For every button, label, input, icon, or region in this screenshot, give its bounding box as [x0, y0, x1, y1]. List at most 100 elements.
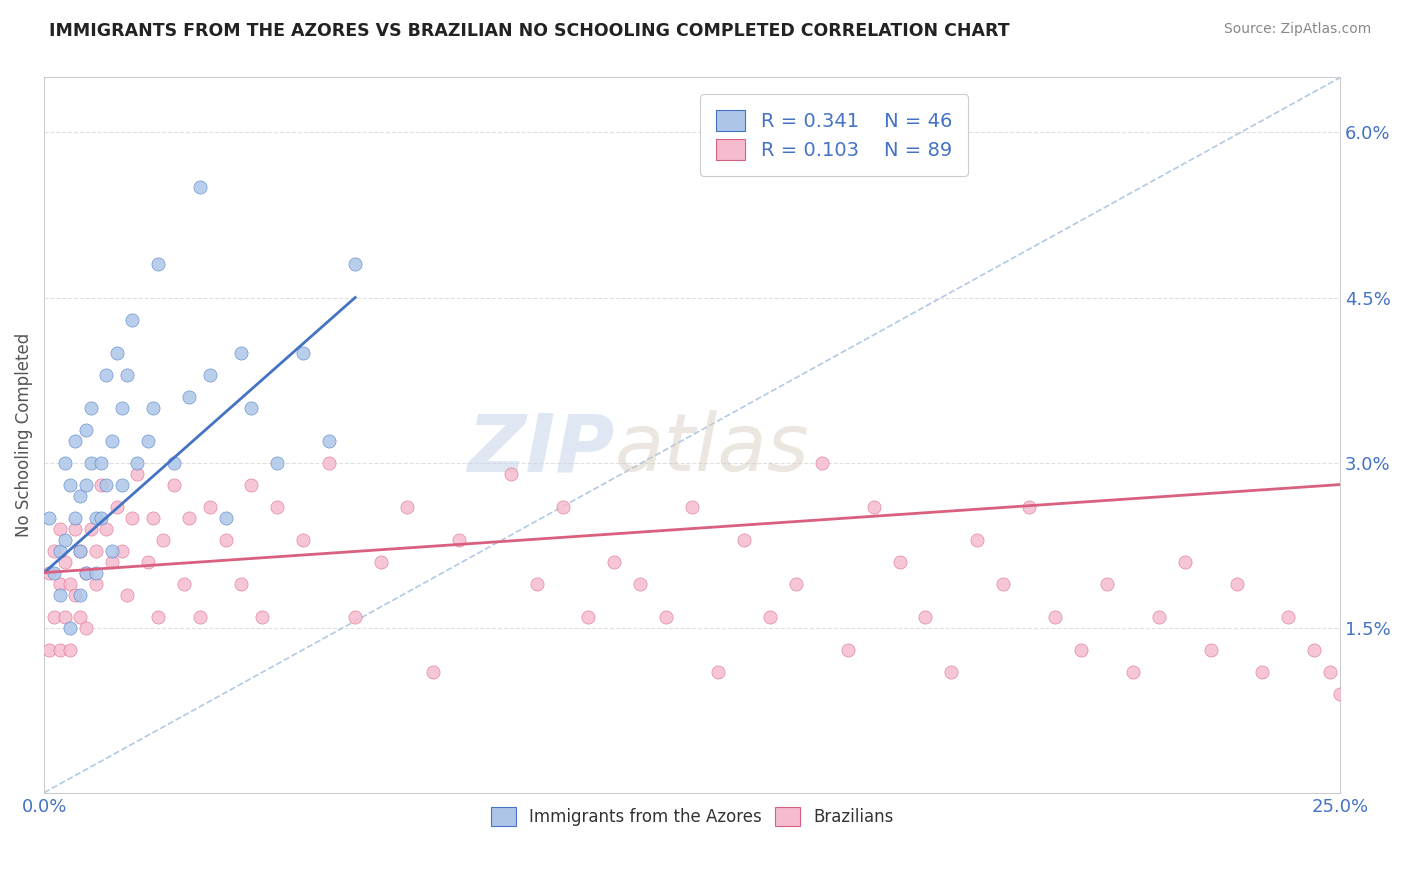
Point [69, 543, 91, 558]
Point [1391, 665, 1406, 679]
Point [214, 533, 236, 547]
Point [198, 500, 221, 514]
Text: Source: ZipAtlas.com: Source: ZipAtlas.com [1223, 22, 1371, 37]
Point [59, 621, 82, 635]
Point [136, 555, 159, 569]
Point [526, 576, 548, 591]
Point [628, 576, 651, 591]
Point [173, 576, 195, 591]
Point [84, 543, 107, 558]
Text: IMMIGRANTS FROM THE AZORES VS BRAZILIAN NO SCHOOLING COMPLETED CORRELATION CHART: IMMIGRANTS FROM THE AZORES VS BRAZILIAN … [49, 22, 1010, 40]
Point [733, 533, 755, 547]
Point [163, 477, 186, 491]
Point [163, 456, 186, 470]
Point [100, 543, 122, 558]
Point [53, 533, 76, 547]
Point [229, 345, 252, 359]
Point [499, 467, 522, 481]
Point [447, 533, 470, 547]
Point [105, 500, 128, 514]
Point [59, 642, 82, 657]
Point [862, 500, 884, 514]
Point [69, 609, 91, 624]
Point [96, 522, 118, 536]
Point [48, 576, 70, 591]
Point [142, 510, 165, 524]
Point [146, 609, 169, 624]
Point [1371, 687, 1393, 701]
Point [292, 345, 315, 359]
Point [1340, 642, 1362, 657]
Point [111, 401, 134, 415]
Point [90, 510, 112, 524]
Point [188, 180, 211, 194]
Point [63, 510, 86, 524]
Point [785, 576, 807, 591]
Point [75, 566, 97, 580]
Point [63, 588, 86, 602]
Point [198, 368, 221, 382]
Point [1319, 665, 1341, 679]
Point [75, 566, 97, 580]
Point [48, 543, 70, 558]
Point [914, 609, 936, 624]
Point [84, 566, 107, 580]
Point [179, 510, 201, 524]
Point [759, 609, 782, 624]
Point [344, 609, 367, 624]
Point [1147, 609, 1170, 624]
Point [1070, 642, 1092, 657]
Point [146, 258, 169, 272]
Point [229, 576, 252, 591]
Point [121, 510, 143, 524]
Point [59, 477, 82, 491]
Point [115, 588, 138, 602]
Point [188, 609, 211, 624]
Point [127, 456, 149, 470]
Point [111, 477, 134, 491]
Point [115, 368, 138, 382]
Point [44, 543, 66, 558]
Point [395, 500, 418, 514]
Point [941, 665, 963, 679]
Point [48, 588, 70, 602]
Point [318, 434, 340, 448]
Point [214, 510, 236, 524]
Point [53, 609, 76, 624]
Point [84, 510, 107, 524]
Point [75, 477, 97, 491]
Point [90, 456, 112, 470]
Point [179, 390, 201, 404]
Point [44, 566, 66, 580]
Point [75, 423, 97, 437]
Point [266, 500, 288, 514]
Point [707, 665, 730, 679]
Point [551, 500, 574, 514]
Point [96, 368, 118, 382]
Point [370, 555, 392, 569]
Point [80, 401, 103, 415]
Point [1043, 609, 1066, 624]
Point [75, 621, 97, 635]
Point [1122, 665, 1144, 679]
Point [136, 434, 159, 448]
Point [121, 312, 143, 326]
Point [1225, 576, 1247, 591]
Point [69, 543, 91, 558]
Point [48, 642, 70, 657]
Point [603, 555, 626, 569]
Y-axis label: No Schooling Completed: No Schooling Completed [15, 333, 32, 537]
Point [38, 642, 60, 657]
Point [1381, 642, 1403, 657]
Text: ZIP: ZIP [467, 410, 614, 488]
Point [38, 566, 60, 580]
Point [127, 467, 149, 481]
Point [344, 258, 367, 272]
Point [318, 456, 340, 470]
Point [69, 588, 91, 602]
Point [80, 522, 103, 536]
Point [240, 401, 263, 415]
Point [1095, 576, 1118, 591]
Point [152, 533, 174, 547]
Point [84, 576, 107, 591]
